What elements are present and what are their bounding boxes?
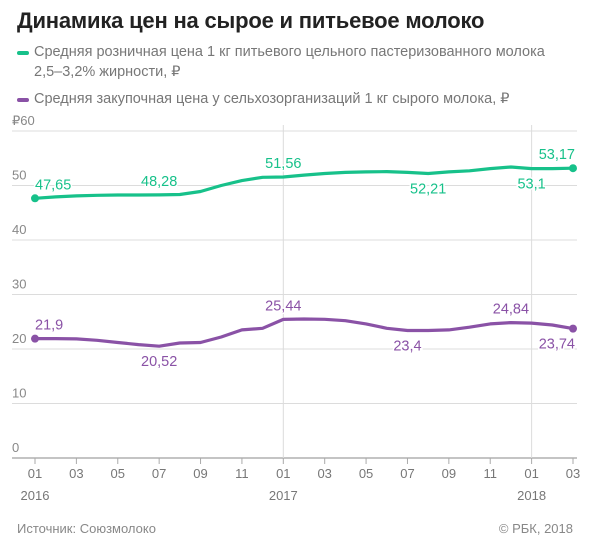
x-tick-label: 11 [235,466,249,481]
copyright-note: © РБК, 2018 [498,521,573,536]
legend-item-purchase: Средняя закупочная цена у сельхозорганиз… [17,89,587,109]
y-tick-label: 30 [12,277,26,292]
chart-title: Динамика цен на сырое и питьевое молоко [17,8,485,33]
series-line-0 [33,165,575,200]
year-label: 2016 [21,488,50,503]
data-label: 21,9 [35,318,63,334]
legend-swatch-purchase [17,98,29,102]
data-label: 20,52 [141,354,177,370]
data-label: 23,4 [393,338,421,354]
legend-label-purchase: Средняя закупочная цена у сельхозорганиз… [34,91,510,107]
data-label: 23,74 [539,337,575,353]
data-label: 52,21 [410,181,446,197]
data-label: 48,28 [141,174,177,190]
x-tick-label: 05 [111,466,125,481]
data-label: 51,56 [265,156,301,172]
y-tick-label: 20 [12,331,26,346]
y-tick-label: 50 [12,168,26,183]
x-tick-label: 09 [442,466,456,481]
x-tick-label: 03 [566,466,580,481]
legend-item-retail: Средняя розничная цена 1 кг питьевого це… [17,42,577,82]
x-tick-label: 03 [69,466,83,481]
x-tick-label: 01 [524,466,538,481]
data-label: 24,84 [493,302,529,318]
data-label: 47,65 [35,177,71,193]
legend-swatch-retail [17,51,29,55]
series-marker-1 [569,324,577,333]
legend-label-retail: Средняя розничная цена 1 кг питьевого це… [34,44,545,80]
year-label: 2018 [517,488,546,503]
x-tick-label: 03 [317,466,331,481]
x-tick-label: 07 [152,466,166,481]
series-marker-0 [31,194,39,203]
series-marker-1 [31,334,39,343]
y-tick-label: ₽60 [12,113,35,128]
source-note: Источник: Союзмолоко [17,521,156,536]
x-tick-label: 07 [400,466,414,481]
y-tick-label: 10 [12,386,26,401]
data-label: 53,17 [539,147,575,163]
x-tick-label: 09 [193,466,207,481]
y-tick-label: 0 [12,440,19,455]
data-label: 25,44 [265,298,301,314]
data-label: 53,1 [517,177,545,193]
x-tick-label: 01 [28,466,42,481]
series-line-1 [33,317,575,348]
y-tick-label: 40 [12,222,26,237]
series-marker-0 [569,164,577,173]
x-tick-label: 01 [276,466,290,481]
x-tick-label: 11 [483,466,497,481]
x-tick-label: 05 [359,466,373,481]
year-label: 2017 [269,488,298,503]
